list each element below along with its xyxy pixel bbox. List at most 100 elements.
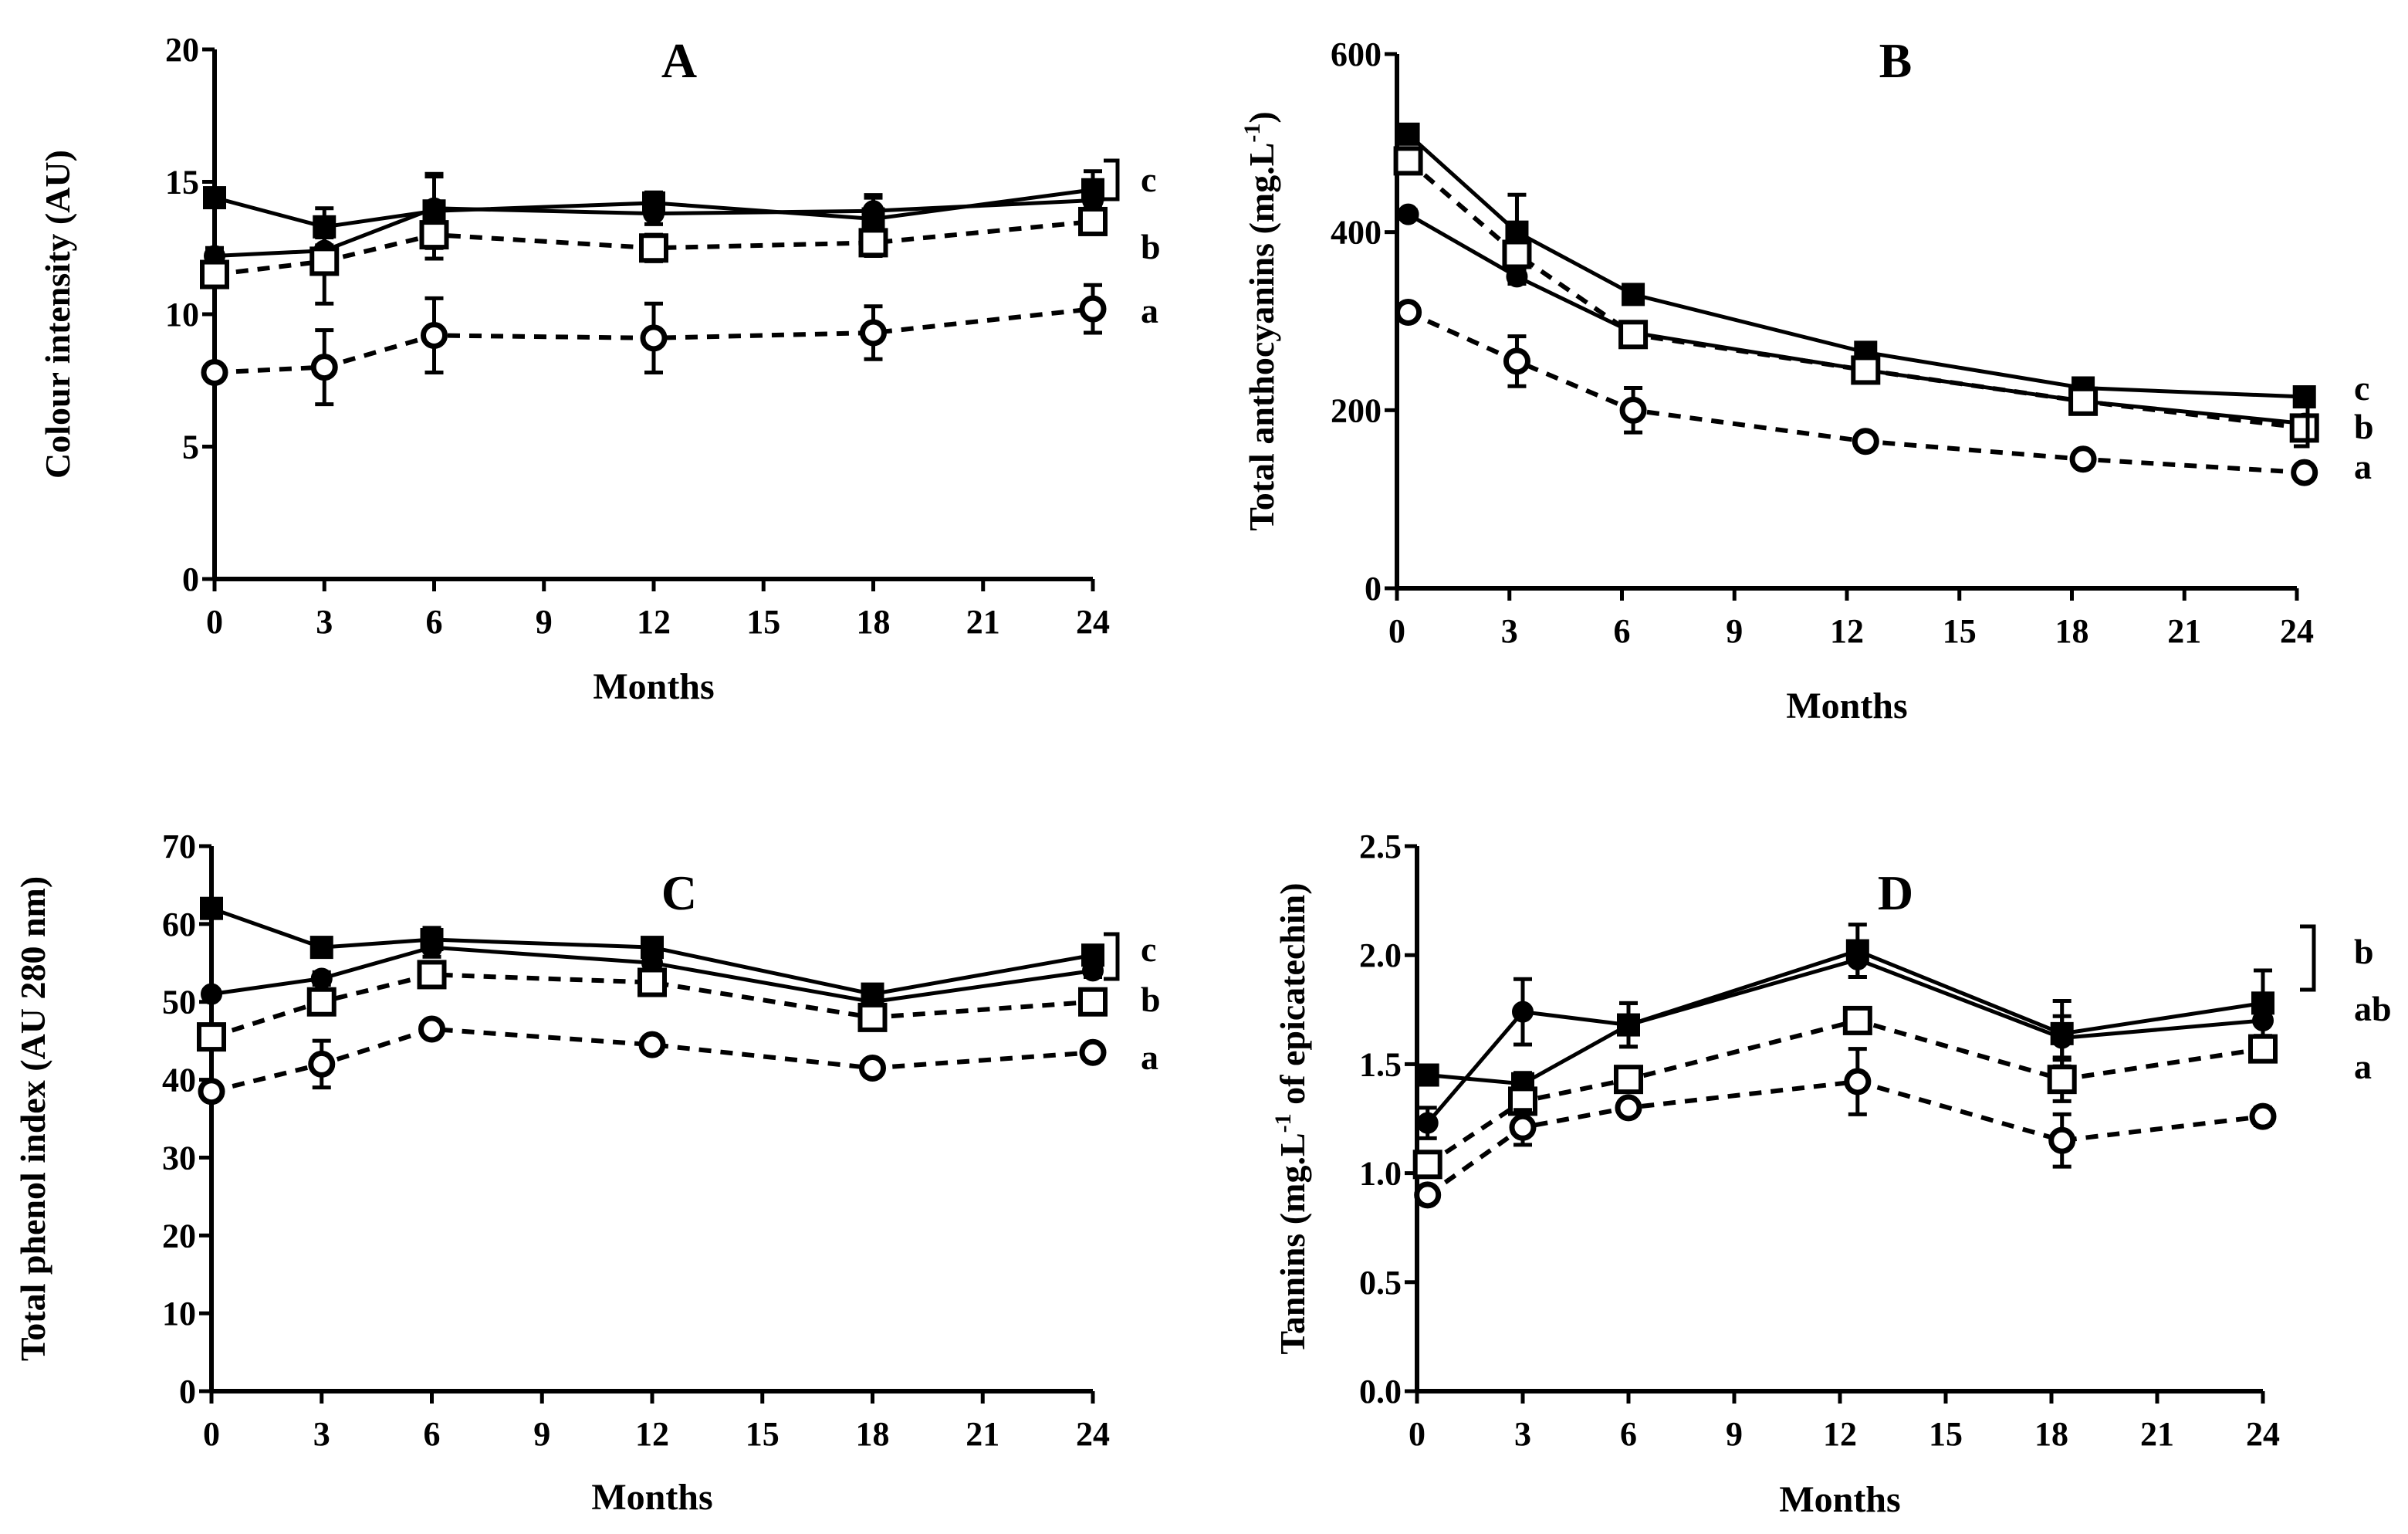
series-line bbox=[1407, 310, 2305, 476]
series-line bbox=[214, 306, 1094, 375]
data-point-square bbox=[1502, 239, 1532, 269]
data-point-circle bbox=[1509, 1113, 1537, 1141]
significance-bracket bbox=[1104, 158, 1120, 201]
y-axis-label-superscript: -1 bbox=[1240, 124, 1265, 143]
group-letter: a bbox=[1141, 1038, 1158, 1077]
y-tick-label: 1.0 bbox=[1359, 1155, 1402, 1193]
data-point-square bbox=[858, 228, 888, 258]
series-line bbox=[211, 945, 1094, 1004]
x-tick-label: 0 bbox=[206, 603, 223, 641]
data-point-circle bbox=[1506, 266, 1528, 288]
y-tick-label: 70 bbox=[162, 828, 196, 865]
series-open-circle bbox=[1395, 298, 2318, 486]
x-tick-label: 6 bbox=[1620, 1415, 1637, 1453]
data-point-circle bbox=[1512, 1001, 1534, 1023]
data-point-square bbox=[1078, 987, 1108, 1017]
group-letter: c bbox=[1141, 160, 1156, 199]
data-point-circle bbox=[2291, 459, 2318, 486]
y-axis-label: Colour intensity (AU) bbox=[38, 150, 77, 479]
group-letter: b bbox=[1141, 227, 1161, 266]
x-tick-label: 24 bbox=[1076, 603, 1110, 641]
x-tick-label: 6 bbox=[424, 1415, 441, 1453]
data-point-square bbox=[417, 960, 447, 990]
data-point-square bbox=[419, 220, 449, 250]
series-line bbox=[211, 906, 1094, 997]
data-point-circle bbox=[308, 1050, 336, 1078]
group-letter: a bbox=[1141, 291, 1158, 330]
data-point-square bbox=[1078, 206, 1108, 236]
data-point-square bbox=[2289, 413, 2319, 443]
significance-bracket bbox=[1104, 932, 1120, 981]
x-tick-label: 12 bbox=[1830, 612, 1864, 650]
group-letter: b bbox=[2354, 407, 2374, 446]
series-open-circle bbox=[1414, 1047, 2277, 1209]
series-filled-circle bbox=[201, 936, 1104, 1013]
panel-title: A bbox=[661, 33, 697, 88]
data-point-circle bbox=[421, 321, 448, 349]
y-tick-label: 400 bbox=[1331, 214, 1382, 252]
y-tick-label: 0 bbox=[179, 1373, 196, 1410]
data-point-square bbox=[1622, 283, 1645, 306]
y-tick-label: 200 bbox=[1331, 391, 1382, 429]
data-point-circle bbox=[310, 354, 338, 381]
y-axis-label-superscript: -1 bbox=[1270, 1113, 1296, 1133]
y-tick-label: 10 bbox=[162, 1295, 196, 1333]
data-point-circle bbox=[198, 1078, 225, 1106]
series-line bbox=[211, 1026, 1094, 1094]
data-point-square bbox=[200, 896, 223, 920]
significance-bracket bbox=[2294, 395, 2310, 449]
y-tick-label: 20 bbox=[165, 31, 199, 69]
y-tick-label: 2.0 bbox=[1359, 936, 1402, 974]
y-tick-label: 0 bbox=[182, 560, 199, 598]
x-tick-label: 21 bbox=[2167, 612, 2201, 650]
data-point-circle bbox=[2252, 1009, 2274, 1031]
series-line bbox=[1427, 948, 2264, 1086]
series-filled-circle bbox=[1397, 203, 2315, 435]
panel-title: C bbox=[661, 865, 697, 920]
data-point-circle bbox=[643, 202, 665, 225]
data-point-circle bbox=[1079, 1038, 1107, 1066]
group-letter: b bbox=[1141, 980, 1161, 1019]
data-point-circle bbox=[2249, 1102, 2277, 1130]
x-tick-label: 21 bbox=[2140, 1415, 2174, 1453]
group-letter: ab bbox=[2354, 989, 2392, 1028]
y-tick-label: 600 bbox=[1331, 36, 1382, 73]
data-point-circle bbox=[418, 1015, 445, 1043]
x-tick-label: 18 bbox=[2055, 612, 2089, 650]
y-axis-label-end: of epicatechin) bbox=[1273, 882, 1312, 1113]
x-tick-label: 15 bbox=[1943, 612, 1977, 650]
data-point-square bbox=[1505, 220, 1529, 244]
data-point-circle bbox=[1618, 1014, 1639, 1036]
data-point-circle bbox=[1846, 948, 1869, 970]
x-tick-label: 3 bbox=[1514, 1415, 1531, 1453]
y-tick-label: 10 bbox=[165, 296, 199, 334]
panel-b: 0 3 6 9 12 15 18 21 24 0 200 400 600 B Months Total ant… bbox=[1240, 33, 2374, 726]
x-tick-label: 18 bbox=[2034, 1415, 2068, 1453]
x-tick-label: 9 bbox=[533, 1415, 550, 1453]
group-letter: a bbox=[2354, 447, 2372, 486]
x-tick-label: 0 bbox=[1388, 612, 1405, 650]
x-tick-label: 6 bbox=[1614, 612, 1631, 650]
series-open-square bbox=[197, 960, 1108, 1052]
data-point-square bbox=[1842, 1005, 1872, 1035]
data-point-square bbox=[2047, 1065, 2077, 1095]
data-point-square bbox=[2068, 386, 2099, 416]
y-tick-label: 0 bbox=[1365, 570, 1382, 608]
y-tick-label: 1.5 bbox=[1359, 1045, 1402, 1083]
x-axis-label: Months bbox=[591, 1477, 712, 1518]
data-point-circle bbox=[859, 1054, 886, 1082]
data-point-circle bbox=[860, 319, 887, 347]
data-point-square bbox=[857, 1002, 888, 1032]
data-point-circle bbox=[1416, 1112, 1439, 1134]
data-point-circle bbox=[1619, 396, 1647, 424]
y-tick-label: 60 bbox=[162, 906, 196, 943]
data-point-circle bbox=[1844, 1068, 1872, 1095]
group-letter: a bbox=[2354, 1047, 2372, 1086]
series-line bbox=[1426, 957, 2264, 1125]
significance-bracket bbox=[2300, 924, 2316, 992]
x-tick-label: 0 bbox=[203, 1415, 220, 1453]
series-open-square bbox=[1412, 1005, 2278, 1180]
data-point-square bbox=[309, 246, 340, 276]
x-tick-label: 12 bbox=[635, 1415, 669, 1453]
x-tick-label: 21 bbox=[966, 603, 1000, 641]
